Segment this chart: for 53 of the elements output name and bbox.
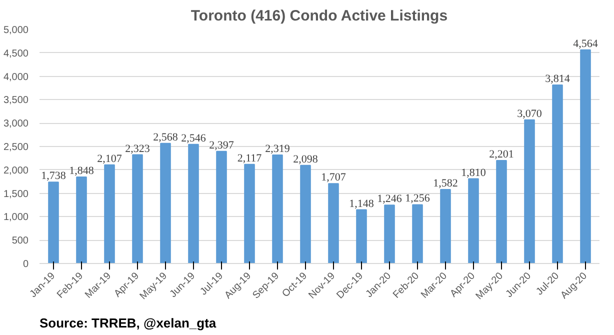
data-label: 1,707 bbox=[321, 172, 346, 184]
bar bbox=[48, 182, 59, 264]
y-tick-label: 500 bbox=[12, 236, 29, 247]
y-tick-label: 4,500 bbox=[3, 48, 29, 60]
bar bbox=[580, 49, 591, 264]
data-label: 2,201 bbox=[489, 148, 514, 160]
bar bbox=[356, 209, 367, 264]
y-tick-label: 0 bbox=[22, 259, 29, 270]
data-label: 2,098 bbox=[293, 153, 318, 166]
bar bbox=[496, 160, 507, 264]
data-label: 3,814 bbox=[545, 73, 570, 86]
bar bbox=[552, 84, 563, 264]
bar bbox=[328, 183, 339, 264]
y-tick-label: 3,500 bbox=[3, 95, 29, 106]
bar bbox=[524, 119, 535, 264]
data-label: 1,848 bbox=[69, 165, 94, 178]
data-label: 1,738 bbox=[41, 170, 66, 182]
y-tick-label: 3,000 bbox=[3, 118, 29, 130]
y-tick-label: 5,000 bbox=[3, 25, 29, 36]
data-label: 4,564 bbox=[573, 38, 598, 50]
bar bbox=[412, 204, 423, 264]
data-label: 2,568 bbox=[153, 131, 178, 144]
data-label: 2,546 bbox=[181, 132, 206, 144]
data-label: 1,810 bbox=[461, 166, 486, 179]
data-label: 1,582 bbox=[433, 177, 458, 190]
y-tick-label: 2,000 bbox=[3, 165, 29, 176]
data-label: 1,246 bbox=[377, 193, 402, 206]
bar bbox=[244, 164, 255, 264]
data-label: 1,148 bbox=[349, 198, 374, 210]
bar bbox=[216, 150, 227, 264]
bar bbox=[76, 176, 87, 264]
bar bbox=[440, 188, 451, 264]
data-label: 2,323 bbox=[125, 142, 150, 155]
bar bbox=[468, 178, 479, 264]
chart-title: Toronto (416) Condo Active Listings bbox=[190, 8, 448, 24]
data-label: 2,319 bbox=[265, 142, 290, 155]
source-note: Source: TRREB, @xelan_gta bbox=[40, 316, 217, 330]
data-label: 2,397 bbox=[209, 139, 234, 152]
data-label: 2,107 bbox=[97, 152, 122, 165]
bar bbox=[188, 144, 199, 264]
bar bbox=[132, 154, 143, 264]
bar bbox=[300, 164, 311, 264]
data-label: 1,256 bbox=[405, 192, 430, 205]
data-label: 3,070 bbox=[517, 108, 542, 120]
bar bbox=[160, 142, 171, 264]
y-tick-label: 1,000 bbox=[3, 212, 29, 224]
bar bbox=[384, 204, 395, 264]
data-label: 2,117 bbox=[237, 152, 262, 164]
y-tick-label: 2,500 bbox=[3, 142, 29, 153]
y-tick-label: 1,500 bbox=[3, 188, 29, 200]
bar bbox=[272, 154, 283, 264]
y-tick-label: 4,000 bbox=[3, 72, 29, 83]
bar bbox=[104, 164, 115, 264]
